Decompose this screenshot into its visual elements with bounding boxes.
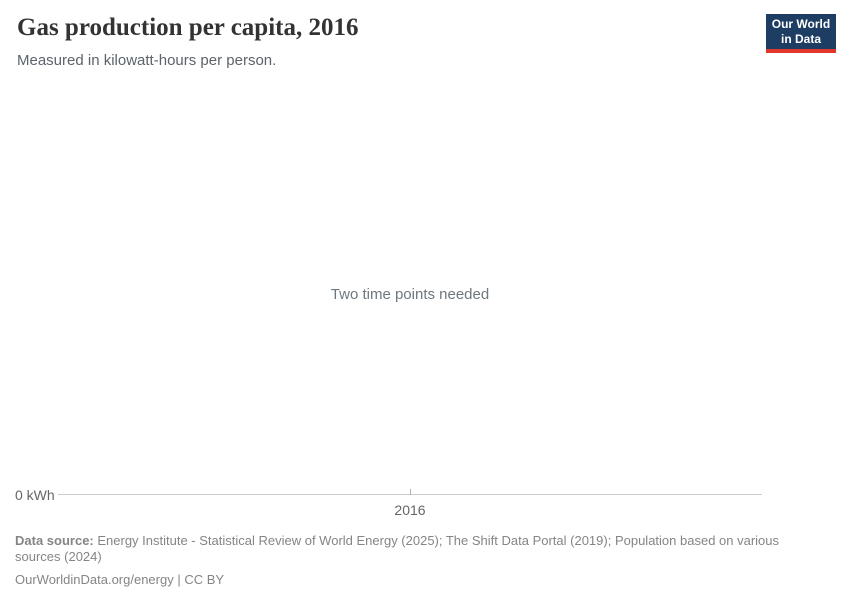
cc-by-link[interactable]: CC BY bbox=[184, 571, 225, 587]
chart-subtitle: Measured in kilowatt-hours per person. bbox=[17, 52, 277, 69]
owid-logo-line2: in Data bbox=[780, 31, 821, 46]
license-line: OurWorldinData.org/energy | CC BY bbox=[15, 572, 827, 588]
license-separator: | bbox=[173, 571, 185, 587]
y-axis-min-label: 0 kWh bbox=[15, 487, 55, 503]
data-source-label: Data source: bbox=[15, 533, 94, 548]
x-axis-tick bbox=[410, 489, 411, 495]
data-source-line: Data source: Energy Institute - Statisti… bbox=[15, 533, 827, 565]
owid-energy-link[interactable]: OurWorldinData.org/energy bbox=[15, 571, 174, 587]
empty-chart-message: Two time points needed bbox=[330, 286, 490, 303]
owid-logo-line1: Our World bbox=[771, 17, 831, 32]
chart-footer: Data source: Energy Institute - Statisti… bbox=[15, 533, 827, 588]
data-source-text: Energy Institute - Statistical Review of… bbox=[15, 533, 780, 564]
page-title: Gas production per capita, 2016 bbox=[17, 14, 359, 41]
x-axis-tick-label: 2016 bbox=[394, 502, 426, 518]
plot-area: Two time points needed bbox=[0, 75, 850, 520]
owid-logo[interactable]: Our World in Data bbox=[766, 14, 836, 53]
